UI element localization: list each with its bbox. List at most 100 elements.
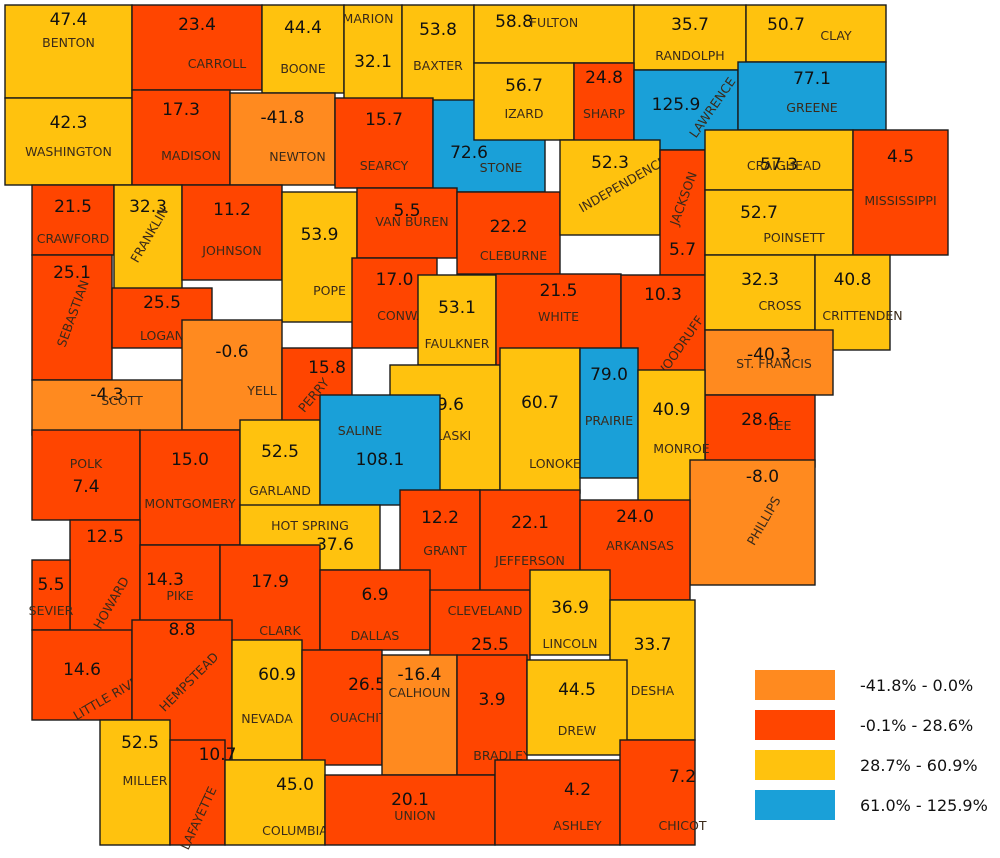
county-name-grant: GRANT — [423, 543, 467, 558]
county-shape-cleveland — [429, 589, 531, 666]
county-name-mississippi: MISSISSIPPI — [864, 193, 936, 208]
county-randolph: 35.7 RANDOLPH — [633, 4, 747, 71]
county-value-hempstead: 8.8 — [168, 620, 195, 640]
county-name-calhoun: CALHOUN — [389, 685, 451, 700]
county-name-pike: PIKE — [166, 588, 193, 603]
county-name-washington: WASHINGTON — [25, 144, 112, 159]
county-shape-jackson — [659, 149, 706, 276]
county-value-faulkner: 53.1 — [438, 298, 476, 318]
county-value-newton: -41.8 — [261, 108, 305, 128]
county-name-lee: LEE — [769, 418, 792, 433]
county-name-desha: DESHA — [631, 683, 675, 698]
county-value-logan: 25.5 — [143, 293, 181, 313]
county-value-fulton: 58.8 — [495, 12, 533, 32]
county-name-fulton: FULTON — [530, 15, 578, 30]
county-name-poinsett: POINSETT — [763, 230, 825, 245]
legend: -41.8% - 0.0% -0.1% - 28.6% 28.7% - 60.9% 6… — [755, 670, 988, 820]
county-value-arkansas: 24.0 — [616, 507, 654, 527]
county-name-crittenden: CRITTENDEN — [822, 308, 902, 323]
county-columbia: 45.0 COLUMBIA — [224, 759, 328, 846]
county-prairie: 79.0 PRAIRIE — [579, 347, 639, 479]
county-value-craighead: 57.3 — [760, 155, 798, 175]
county-value-crittenden: 40.8 — [834, 270, 872, 290]
county-name-marion: MARION — [343, 11, 394, 26]
county-mississippi: 4.5 MISSISSIPPI — [852, 129, 949, 256]
county-value-van-buren: 5.5 — [393, 201, 420, 221]
county-value-conway: 17.0 — [376, 270, 414, 290]
legend-swatch-1 — [755, 710, 835, 740]
county-crawford: 21.5 CRAWFORD — [31, 184, 115, 256]
county-name-st-francis: ST. FRANCIS — [736, 356, 812, 371]
county-shape-benton — [4, 4, 133, 99]
county-name-drew: DREW — [558, 723, 597, 738]
county-shape-ouachita — [301, 649, 383, 766]
county-pope: 53.9 POPE — [281, 191, 358, 323]
county-name-lonoke: LONOKE — [529, 456, 581, 471]
county-greene: 77.1 GREENE — [737, 61, 887, 131]
county-name-miller: MILLER — [123, 773, 168, 788]
county-shape-clark — [219, 544, 321, 656]
county-name-columbia: COLUMBIA — [262, 823, 328, 838]
county-value-prairie: 79.0 — [590, 365, 628, 385]
county-poinsett: 52.7 POINSETT — [704, 189, 854, 256]
county-name-montgomery: MONTGOMERY — [144, 496, 236, 511]
county-name-ouachita: OUACHITA — [330, 710, 395, 725]
county-marion: 32.1 MARION — [343, 4, 403, 106]
county-shape-little-river — [31, 629, 133, 721]
county-name-izard: IZARD — [504, 106, 543, 121]
county-carroll: 23.4 CARROLL — [131, 4, 263, 91]
county-hot-spring: 37.6 HOT SPRING — [239, 504, 381, 571]
county-shape-pope — [281, 191, 358, 323]
county-name-union: UNION — [394, 808, 435, 823]
county-shape-chicot — [619, 739, 696, 846]
county-st-francis: -40.3ST. FRANCIS — [704, 329, 834, 396]
county-value-monroe: 40.9 — [653, 400, 691, 420]
county-value-cleveland: 25.5 — [471, 635, 509, 655]
county-chicot: 7.2 CHICOT — [619, 739, 707, 846]
county-value-miller: 52.5 — [121, 733, 159, 753]
county-shape-nevada — [231, 639, 303, 761]
county-value-montgomery: 15.0 — [171, 450, 209, 470]
county-shape-boone — [261, 4, 345, 94]
county-shape-washington — [4, 97, 133, 186]
county-value-nevada: 60.9 — [258, 665, 296, 685]
county-name-dallas: DALLAS — [351, 628, 400, 643]
county-sharp: 24.8 SHARP — [573, 62, 635, 144]
county-shape-lonoke — [499, 347, 581, 494]
county-shape-crawford — [31, 184, 115, 256]
county-value-cross: 32.3 — [741, 270, 779, 290]
county-name-greene: GREENE — [786, 100, 838, 115]
county-value-howard: 12.5 — [86, 527, 124, 547]
county-johnson: 11.2 JOHNSON — [181, 184, 283, 281]
legend-label-3: 61.0% - 125.9% — [860, 796, 988, 815]
legend-label-1: -0.1% - 28.6% — [860, 716, 973, 735]
legend-swatch-3 — [755, 790, 835, 820]
county-saline: 108.1 SALINE — [319, 394, 441, 506]
county-value-union: 20.1 — [391, 790, 429, 810]
county-boone: 44.4 BOONE — [261, 4, 345, 94]
county-name-hot-spring: HOT SPRING — [271, 518, 349, 533]
county-name-clark: CLARK — [259, 623, 301, 638]
county-value-yell: -0.6 — [215, 342, 248, 362]
county-name-madison: MADISON — [161, 148, 221, 163]
county-value-ashley: 4.2 — [564, 780, 591, 800]
county-ouachita: 26.5 OUACHITA — [301, 649, 395, 766]
legend-label-0: -41.8% - 0.0% — [860, 676, 973, 695]
county-value-clay: 50.7 — [767, 15, 805, 35]
county-name-benton: BENTON — [42, 35, 95, 50]
county-shape-clay — [745, 4, 887, 63]
county-faulkner: 53.1 FAULKNER — [417, 274, 497, 366]
county-value-baxter: 53.8 — [419, 20, 457, 40]
county-shape-cross — [704, 254, 816, 331]
county-value-ouachita: 26.5 — [348, 675, 386, 695]
county-shape-independence — [559, 139, 661, 236]
county-name-yell: YELL — [246, 383, 276, 398]
county-name-saline: SALINE — [338, 423, 383, 438]
county-polk: 7.4 POLK — [31, 429, 141, 521]
county-name-chicot: CHICOT — [658, 818, 706, 833]
county-shape-garland — [239, 419, 321, 521]
